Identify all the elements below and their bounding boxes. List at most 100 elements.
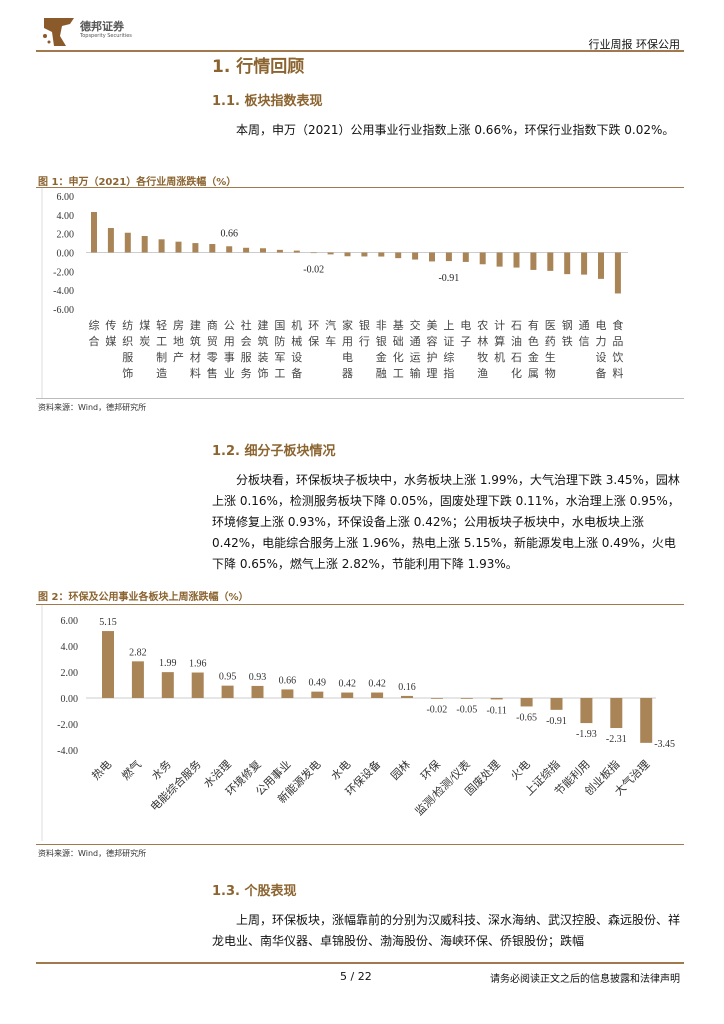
bar: [564, 252, 571, 275]
y-tick-label: 6.00: [57, 192, 75, 203]
data-label: 0.66: [220, 228, 238, 239]
bar: [530, 252, 537, 270]
bar: [141, 236, 148, 253]
y-tick-label: -4.00: [57, 746, 78, 757]
x-tick-label: 础: [393, 335, 404, 348]
data-label: -0.02: [303, 265, 324, 276]
x-tick-label: 医: [545, 320, 556, 332]
x-tick-label: 有: [528, 318, 539, 332]
data-label: 1.96: [189, 659, 207, 670]
x-tick-label: 火电: [508, 758, 533, 783]
x-tick-label: 电: [460, 319, 471, 332]
x-tick-label: 饰: [258, 366, 269, 380]
page-number: 5 / 22: [340, 970, 372, 983]
x-tick-label: 材: [190, 350, 201, 364]
figure-divider: [36, 398, 684, 399]
bar: [102, 631, 114, 698]
subsection-title: 1.2. 细分子板块情况: [212, 444, 336, 459]
bar: [580, 698, 593, 724]
x-tick-label: 生: [545, 350, 556, 364]
x-tick-label: 器: [342, 367, 353, 380]
x-tick-label: 力: [596, 335, 607, 348]
figure-divider: [36, 844, 684, 845]
data-label: -0.91: [546, 716, 567, 727]
x-tick-label: 石: [511, 320, 522, 332]
bar: [243, 247, 250, 253]
y-tick-label: 4.00: [61, 642, 79, 653]
x-tick-label: 融: [376, 367, 387, 380]
bar: [479, 252, 486, 265]
x-tick-label: 护: [427, 350, 438, 364]
x-tick-label: 园林: [388, 757, 413, 782]
data-label: 0.42: [338, 679, 356, 690]
x-tick-label: 通: [410, 335, 421, 348]
x-tick-label: 传: [105, 319, 116, 332]
x-tick-label: 理: [427, 367, 438, 380]
x-tick-label: 工: [393, 368, 404, 380]
data-label: -0.91: [438, 273, 459, 284]
bar: [91, 212, 97, 253]
x-tick-label: 燃气: [119, 757, 144, 782]
x-tick-label: 属: [528, 367, 539, 380]
bar: [107, 228, 114, 253]
bar: [496, 252, 503, 267]
x-tick-label: 金: [528, 350, 539, 364]
x-tick-label: 商: [207, 318, 218, 332]
bar: [251, 685, 264, 698]
x-tick-label: 机: [494, 350, 505, 364]
bar: [614, 252, 621, 294]
bar: [490, 698, 503, 700]
data-label: 1.99: [159, 658, 177, 669]
x-tick-label: 药: [545, 335, 556, 348]
x-tick-label: 计: [494, 319, 505, 332]
bar: [445, 252, 452, 262]
x-tick-label: 设: [596, 351, 607, 364]
x-tick-label: 料: [612, 366, 623, 380]
x-tick-label: 合: [89, 334, 100, 348]
bar: [429, 252, 435, 262]
x-tick-label: 环: [308, 320, 319, 332]
x-tick-label: 料: [190, 366, 201, 380]
chart-2: 6.00 4.00 2.00 0.00 -2.00 -4.00 5.15 热电 2.82 燃气 1.…: [41, 605, 675, 841]
x-tick-label: 金: [376, 350, 387, 364]
bar: [395, 252, 402, 259]
x-tick-label: 非: [376, 319, 387, 332]
bar: [462, 252, 469, 262]
x-tick-label: 容: [427, 334, 438, 348]
brand-name: 德邦证券: [80, 20, 124, 33]
x-tick-label: 钢: [562, 319, 573, 332]
figure-divider: [36, 187, 684, 188]
y-tick-label: 6.00: [61, 616, 79, 627]
bar: [191, 672, 204, 698]
x-tick-label: 环保: [418, 757, 443, 782]
x-tick-label: 备: [596, 366, 607, 380]
figure-source: 资料来源：Wind，德邦研究所: [38, 403, 147, 412]
x-tick-label: 饰: [122, 366, 133, 380]
bar: [310, 252, 317, 254]
y-tick-label: -6.00: [53, 305, 74, 316]
y-tick-label: 2.00: [61, 668, 79, 679]
paragraph: 本周，申万（2021）公用事业行业指数上涨 0.66%，环保行业指数下跌 0.0…: [236, 123, 675, 137]
bar: [610, 698, 623, 729]
x-tick-label: 保: [308, 334, 319, 348]
x-tick-label: 国: [274, 319, 285, 332]
paragraph: 分板块看，环保板块子板块中，水务板块上涨 1.99%，大气治理下跌 3.45%，…: [212, 473, 680, 571]
brand-name-en: Topsperity Securities: [80, 33, 132, 39]
x-tick-label: 水电: [329, 758, 354, 783]
x-tick-label: 机: [291, 318, 302, 332]
data-label: 0.42: [368, 679, 386, 690]
paragraph: 上周，环保板块，涨幅靠前的分别为汉威科技、深水海纳、武汉控股、森远股份、祥龙电业…: [212, 913, 681, 948]
x-tick-label: 通: [579, 319, 590, 332]
bar: [513, 252, 520, 268]
x-tick-label: 售: [207, 366, 218, 380]
x-tick-label: 会: [241, 335, 252, 348]
bar: [520, 698, 533, 707]
data-label: 0.16: [398, 682, 416, 693]
y-tick-label: -4.00: [53, 286, 74, 297]
data-label: -0.02: [426, 704, 447, 715]
x-tick-label: 装: [258, 351, 269, 364]
bar: [378, 252, 385, 257]
bar: [327, 252, 334, 255]
x-tick-label: 建: [190, 318, 201, 332]
figure-divider: [36, 604, 684, 605]
